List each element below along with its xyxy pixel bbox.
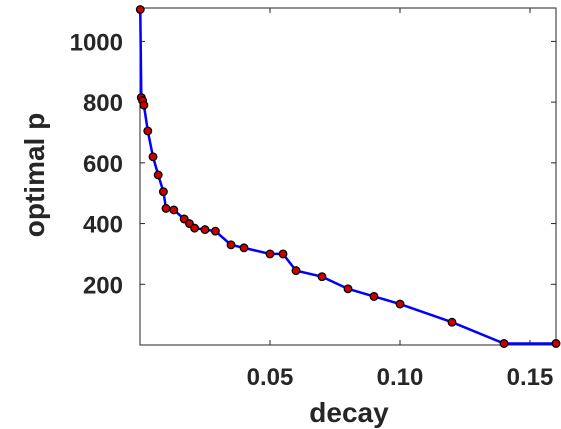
data-point bbox=[200, 225, 210, 235]
y-axis-label: optimal p bbox=[19, 113, 50, 237]
x-tick-label: 0.15 bbox=[507, 364, 554, 391]
data-point bbox=[190, 223, 200, 233]
x-tick-label: 0.10 bbox=[377, 364, 424, 391]
data-point bbox=[369, 291, 379, 301]
data-series bbox=[135, 5, 561, 348]
y-tick-label: 400 bbox=[83, 212, 123, 239]
data-point bbox=[148, 152, 158, 162]
data-point bbox=[226, 240, 236, 250]
data-point bbox=[135, 5, 145, 14]
data-point bbox=[499, 339, 509, 348]
y-tick-label: 200 bbox=[83, 272, 123, 299]
x-tick-label: 0.05 bbox=[247, 364, 294, 391]
plot-axes bbox=[139, 7, 557, 346]
data-point bbox=[169, 205, 179, 215]
data-point bbox=[551, 339, 561, 348]
data-point bbox=[161, 203, 171, 213]
data-point bbox=[278, 249, 288, 259]
x-axis-ticks: 0.05 0.10 0.15 bbox=[247, 8, 554, 391]
y-tick-label: 1000 bbox=[70, 29, 123, 56]
data-point bbox=[210, 226, 220, 236]
data-point bbox=[291, 266, 301, 276]
data-point bbox=[447, 317, 457, 327]
y-tick-label: 800 bbox=[83, 90, 123, 117]
x-axis-label: decay bbox=[309, 397, 389, 428]
data-point bbox=[153, 170, 163, 180]
data-point bbox=[143, 126, 153, 136]
data-point bbox=[343, 284, 353, 294]
data-point bbox=[395, 299, 405, 309]
data-point bbox=[265, 249, 275, 259]
data-point bbox=[158, 187, 168, 197]
y-axis-ticks: 200 400 600 800 1000 bbox=[70, 29, 556, 299]
y-tick-label: 600 bbox=[83, 151, 123, 178]
series-line bbox=[139, 9, 556, 345]
data-point bbox=[239, 243, 249, 253]
data-point bbox=[139, 100, 149, 110]
plot-frame bbox=[139, 7, 557, 346]
data-point bbox=[317, 272, 327, 282]
